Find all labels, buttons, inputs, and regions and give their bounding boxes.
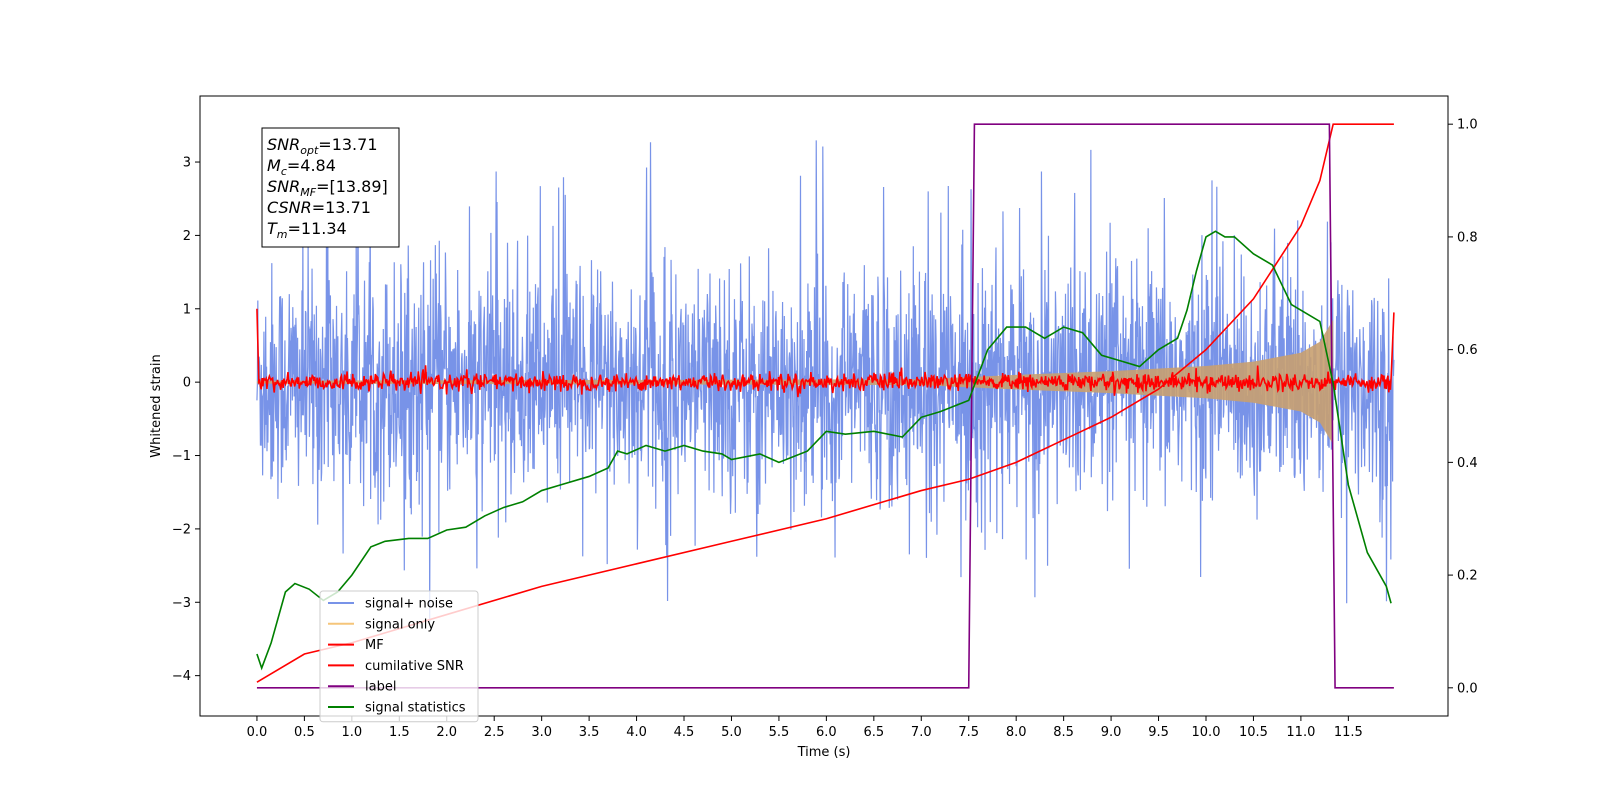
x-tick-label: 7.5 [958, 725, 979, 740]
legend-label: signal+ noise [365, 597, 453, 612]
annotation-line: Mc=4.84 [267, 156, 336, 178]
y-tick-label: −4 [172, 669, 191, 684]
legend-label: signal only [365, 617, 435, 632]
x-tick-label: 8.5 [1053, 725, 1074, 740]
legend-label: signal statistics [365, 701, 466, 716]
x-tick-label: 6.0 [816, 725, 837, 740]
x-tick-label: 0.0 [247, 725, 268, 740]
series-label [256, 123, 1394, 689]
y-right-tick-label: 0.4 [1457, 456, 1478, 471]
x-tick-label: 9.5 [1148, 725, 1169, 740]
legend-label: MF [365, 638, 384, 653]
y-tick-label: −2 [172, 522, 191, 537]
y-tick-label: 0 [183, 376, 191, 391]
x-tick-label: 9.0 [1101, 725, 1122, 740]
x-tick-label: 5.0 [721, 725, 742, 740]
x-tick-label: 3.0 [531, 725, 552, 740]
x-axis-label: Time (s) [797, 745, 851, 760]
y-right-tick-label: 0.2 [1457, 569, 1478, 584]
series-signal-statistics [256, 230, 1392, 671]
x-tick-label: 10.0 [1192, 725, 1221, 740]
x-tick-label: 1.5 [389, 725, 410, 740]
x-tick-label: 2.5 [484, 725, 505, 740]
annotation-box: SNRopt=13.71Mc=4.84SNRMF=[13.89]CSNR=13.… [261, 127, 400, 248]
x-tick-label: 6.5 [863, 725, 884, 740]
annotation-line: SNRMF=[13.89] [267, 177, 388, 199]
annotation-line: SNRopt=13.71 [267, 135, 378, 157]
y-tick-label: −3 [172, 596, 191, 611]
x-tick-label: 4.5 [674, 725, 695, 740]
x-tick-label: 11.0 [1286, 725, 1315, 740]
legend-frame [319, 590, 479, 723]
x-tick-label: 2.0 [436, 725, 457, 740]
y-right-tick-label: 1.0 [1457, 118, 1478, 133]
y-tick-label: 2 [183, 229, 191, 244]
x-tick-label: 5.5 [769, 725, 790, 740]
legend-label: cumilative SNR [365, 659, 464, 674]
x-tick-label: 4.0 [626, 725, 647, 740]
legend-label: label [365, 680, 396, 695]
y-tick-label: 1 [183, 302, 191, 317]
y-right-tick-label: 0.8 [1457, 230, 1478, 245]
y-right-tick-label: 0.0 [1457, 681, 1478, 696]
x-tick-label: 8.0 [1006, 725, 1027, 740]
y-axis-label: Whitened strain [149, 354, 164, 457]
x-tick-label: 0.5 [294, 725, 315, 740]
x-tick-label: 7.0 [911, 725, 932, 740]
y-tick-label: 3 [183, 156, 191, 171]
x-tick-label: 11.5 [1334, 725, 1363, 740]
x-tick-label: 3.5 [579, 725, 600, 740]
series-mf [256, 308, 1395, 398]
axes-layer: 0.0 0.5 1.0 1.5 2.0 2.5 3.0 3.5 4.0 4.5 5.0 5.5 6.0 6… [172, 118, 1478, 740]
x-tick-label: 1.0 [342, 725, 363, 740]
y-tick-label: −1 [172, 449, 191, 464]
y-right-tick-label: 0.6 [1457, 343, 1478, 358]
annotation-line: CSNR=13.71 [267, 198, 371, 217]
plot-frame [199, 95, 1449, 717]
annotation-line: Tm=11.34 [267, 219, 347, 241]
annotation-frame [261, 127, 400, 248]
x-tick-label: 10.5 [1239, 725, 1268, 740]
legend: signal+ noise signal only MF cumilative SNR… [319, 590, 479, 723]
